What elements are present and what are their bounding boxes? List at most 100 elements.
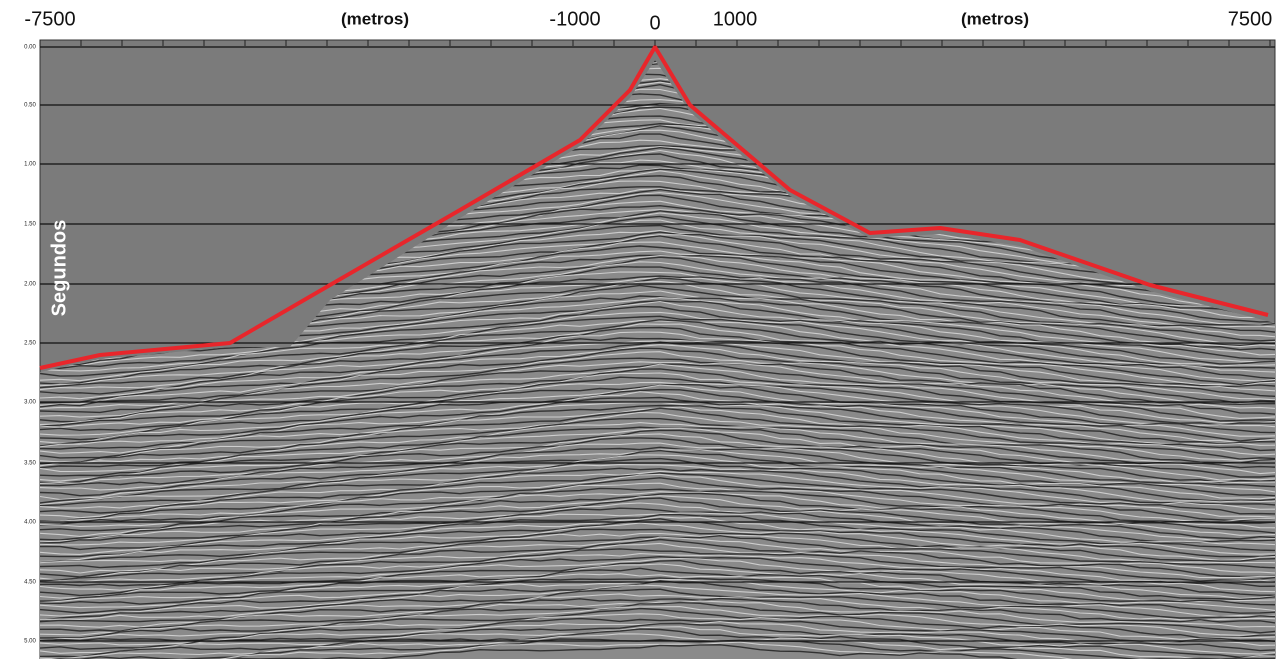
seismic-reflector <box>40 407 1275 460</box>
seismic-reflector <box>40 391 1275 444</box>
y-title: Segundos <box>48 220 70 317</box>
seismic-reflector <box>40 331 1275 387</box>
seismic-reflector <box>40 497 1275 541</box>
seismic-reflector <box>40 516 1275 555</box>
seismic-reflector <box>40 357 1275 408</box>
top-ticks <box>39 40 1271 46</box>
seismic-reflector <box>40 502 1275 543</box>
seismic-reflector <box>40 442 1275 485</box>
seismic-reflector <box>40 548 1275 582</box>
seismic-reflector <box>40 433 1275 482</box>
seismic-reflector <box>40 606 1275 636</box>
seismic-reflector <box>40 363 1275 419</box>
x-label: 0 <box>649 12 660 34</box>
y-label: 2.50 <box>24 341 36 347</box>
seismic-reflector <box>40 593 1275 622</box>
seismic-reflector <box>40 601 1275 634</box>
seismic-reflector <box>40 411 1275 463</box>
seismic-reflector <box>40 319 1275 380</box>
seismic-reflector <box>40 628 1275 659</box>
seismic-reflector <box>40 457 1275 504</box>
seismic-reflector <box>40 384 1275 437</box>
seismic-reflector <box>40 579 1275 614</box>
seismic-reflector <box>40 396 1275 447</box>
y-label: 5.00 <box>24 639 36 645</box>
y-label: 2.00 <box>24 282 36 288</box>
seismic-reflector <box>40 622 1275 652</box>
seismic-reflector <box>40 555 1275 588</box>
x-label: -7500 <box>24 8 75 30</box>
seismic-reflector <box>40 305 1275 367</box>
seismic-reflector <box>40 472 1275 515</box>
seismic-reflector <box>40 522 1275 562</box>
seismic-reflector <box>40 326 1275 386</box>
seismic-reflector <box>40 427 1275 475</box>
y-label: 4.00 <box>24 520 36 526</box>
seismic-reflector <box>40 446 1275 488</box>
seismic-reflector <box>40 542 1275 581</box>
seismic-reflector <box>40 579 1275 612</box>
seismic-reflector <box>40 404 1275 452</box>
seismic-reflector <box>40 454 1275 501</box>
seismic-reflector <box>40 573 1275 604</box>
seismic-reflector <box>40 388 1275 442</box>
x-unit: (metros) <box>961 9 1029 28</box>
seismic-reflector <box>40 514 1275 552</box>
x-label: -1000 <box>549 8 600 30</box>
seismic-reflector <box>40 341 1275 398</box>
seismic-reflector <box>40 607 1275 639</box>
seismic-reflector <box>40 613 1275 642</box>
x-label: 7500 <box>1228 8 1273 30</box>
seismic-reflector <box>40 563 1275 599</box>
x-label: 1000 <box>713 8 758 30</box>
seismic-reflector <box>40 491 1275 529</box>
seabed-horizon <box>39 45 1269 370</box>
seismic-reflector <box>40 577 1275 606</box>
seismic-reflector <box>40 337 1275 389</box>
seismic-reflector <box>40 626 1275 655</box>
y-label: 1.00 <box>24 162 36 168</box>
seismic-reflector <box>40 372 1275 426</box>
seismic-reflector <box>40 518 1275 558</box>
seismic-reflector <box>40 311 1275 368</box>
seismic-reflector <box>40 617 1275 643</box>
time-grid: 0.00 0.50 1.00 1.50 2.00 2.50 3.00 3.50 4.00 4.50… <box>24 45 1275 645</box>
x-unit: (metros) <box>341 9 409 28</box>
seismic-reflector <box>40 477 1275 523</box>
seismic-reflector <box>40 347 1275 405</box>
seismic-reflector <box>40 339 1275 392</box>
seismic-reflector <box>40 320 1275 373</box>
seismic-reflector <box>40 567 1275 602</box>
seismic-reflector <box>40 470 1275 510</box>
seismic-reflector <box>40 528 1275 563</box>
seismic-reflector <box>40 482 1275 523</box>
seismic-reflector <box>40 344 1275 401</box>
seismic-reflector <box>40 584 1275 618</box>
y-label: 0.00 <box>24 45 36 51</box>
seismic-reflector <box>40 553 1275 584</box>
y-label: 3.50 <box>24 461 36 467</box>
y-label: 0.50 <box>24 103 36 109</box>
seismic-reflector <box>40 507 1275 544</box>
seismic-reflector <box>40 600 1275 628</box>
y-label: 3.00 <box>24 400 36 406</box>
seismic-reflector <box>40 417 1275 465</box>
seismic-reflector <box>40 323 1275 382</box>
seismic-reflector <box>40 473 1275 519</box>
seismic-reflector <box>40 641 1275 659</box>
seismic-reflector <box>40 351 1275 406</box>
seismic-reflector <box>40 538 1275 578</box>
y-label: 4.50 <box>24 580 36 586</box>
seismic-reflector <box>40 588 1275 622</box>
seismic-reflector <box>40 361 1275 410</box>
seismic-reflector <box>40 368 1275 423</box>
seismic-reflector <box>40 633 1275 659</box>
seismic-reflector <box>40 559 1275 597</box>
seismic-reflector <box>40 536 1275 574</box>
seismic-reflector <box>40 376 1275 427</box>
seismic-reflector <box>40 437 1275 484</box>
seismic-reflector <box>40 532 1275 564</box>
seismic-reflector <box>40 467 1275 507</box>
